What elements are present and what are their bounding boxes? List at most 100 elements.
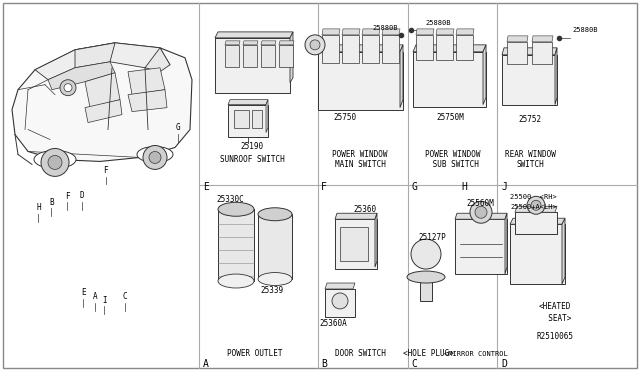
Polygon shape — [335, 213, 377, 219]
Polygon shape — [510, 218, 565, 224]
Bar — [436, 35, 453, 60]
Text: 25880B: 25880B — [372, 25, 397, 31]
Bar — [456, 35, 473, 60]
Text: E: E — [81, 288, 86, 297]
Text: <HEATED: <HEATED — [539, 302, 571, 311]
Circle shape — [64, 84, 72, 92]
Text: 25752: 25752 — [518, 115, 541, 124]
Text: A: A — [92, 292, 97, 301]
Text: D: D — [501, 359, 507, 369]
Ellipse shape — [137, 147, 173, 163]
Bar — [261, 45, 275, 67]
Bar — [507, 42, 527, 64]
Bar — [258, 214, 292, 279]
Bar — [335, 219, 377, 269]
Polygon shape — [290, 32, 293, 83]
Text: SEAT>: SEAT> — [539, 314, 571, 323]
Text: C: C — [412, 359, 417, 369]
Polygon shape — [215, 32, 293, 38]
Circle shape — [48, 155, 62, 169]
Polygon shape — [362, 29, 380, 35]
Text: R2510065: R2510065 — [536, 332, 573, 341]
Bar — [218, 209, 254, 281]
Ellipse shape — [407, 271, 445, 283]
Ellipse shape — [411, 239, 441, 269]
Text: F: F — [103, 166, 108, 175]
Text: 25360: 25360 — [353, 205, 376, 214]
Text: B: B — [49, 198, 54, 206]
Polygon shape — [502, 48, 557, 55]
Bar — [234, 110, 249, 128]
Ellipse shape — [218, 274, 254, 288]
Circle shape — [310, 40, 320, 50]
Text: SUB SWITCH: SUB SWITCH — [428, 160, 479, 169]
Bar — [362, 35, 379, 63]
Text: SUNROOF SWITCH: SUNROOF SWITCH — [220, 155, 284, 164]
Text: POWER WINDOW: POWER WINDOW — [425, 150, 481, 159]
Bar — [342, 35, 359, 63]
Bar — [382, 35, 399, 63]
Text: <MIRROR CONTROL: <MIRROR CONTROL — [444, 351, 508, 357]
Text: H: H — [36, 203, 41, 212]
Bar — [515, 212, 557, 234]
Bar — [502, 55, 557, 105]
Polygon shape — [48, 62, 115, 90]
Bar — [510, 224, 565, 284]
Circle shape — [470, 201, 492, 223]
Circle shape — [527, 196, 545, 214]
Text: I: I — [102, 296, 107, 305]
Polygon shape — [243, 41, 258, 45]
Polygon shape — [225, 41, 240, 45]
Circle shape — [332, 293, 348, 309]
Text: 25360A: 25360A — [319, 320, 347, 328]
Circle shape — [149, 151, 161, 163]
Polygon shape — [228, 100, 268, 105]
Text: 25500  <RH>: 25500 <RH> — [510, 194, 557, 200]
Bar — [532, 42, 552, 64]
Circle shape — [475, 206, 487, 218]
Polygon shape — [342, 29, 360, 35]
Polygon shape — [128, 90, 167, 112]
Polygon shape — [505, 213, 507, 274]
Polygon shape — [562, 218, 565, 284]
Bar — [252, 110, 262, 128]
Text: 25190: 25190 — [241, 142, 264, 151]
Polygon shape — [400, 45, 403, 108]
Text: A: A — [203, 359, 209, 369]
Text: F: F — [321, 182, 327, 192]
Polygon shape — [266, 100, 268, 132]
Text: H: H — [461, 182, 467, 192]
Text: 25330C: 25330C — [216, 195, 244, 204]
Polygon shape — [507, 36, 528, 42]
Text: 25339: 25339 — [260, 286, 284, 295]
Text: MAIN SWITCH: MAIN SWITCH — [335, 160, 385, 169]
Bar — [243, 45, 257, 67]
Polygon shape — [279, 41, 294, 45]
Bar — [420, 277, 432, 301]
Text: 25880B: 25880B — [572, 27, 598, 33]
Circle shape — [41, 148, 69, 176]
Text: 25500+A<LH>: 25500+A<LH> — [510, 204, 557, 210]
Bar — [215, 38, 290, 93]
Bar — [279, 45, 293, 67]
Polygon shape — [322, 29, 340, 35]
Text: E: E — [203, 182, 209, 192]
Polygon shape — [12, 43, 192, 161]
Text: J: J — [501, 182, 507, 192]
Text: B: B — [321, 359, 327, 369]
Text: POWER WINDOW: POWER WINDOW — [332, 150, 388, 159]
Ellipse shape — [34, 150, 76, 169]
Text: 25880B: 25880B — [425, 20, 451, 26]
Bar — [455, 219, 507, 274]
Text: F: F — [65, 192, 70, 201]
Text: <HOLE PLUG>: <HOLE PLUG> — [403, 349, 453, 358]
Polygon shape — [261, 41, 276, 45]
Bar — [340, 227, 368, 261]
Polygon shape — [455, 213, 507, 219]
Text: SWITCH: SWITCH — [516, 160, 544, 169]
Bar — [225, 45, 239, 67]
Bar — [228, 105, 268, 137]
Text: REAR WINDOW: REAR WINDOW — [504, 150, 556, 159]
Bar — [416, 35, 433, 60]
Ellipse shape — [258, 208, 292, 221]
